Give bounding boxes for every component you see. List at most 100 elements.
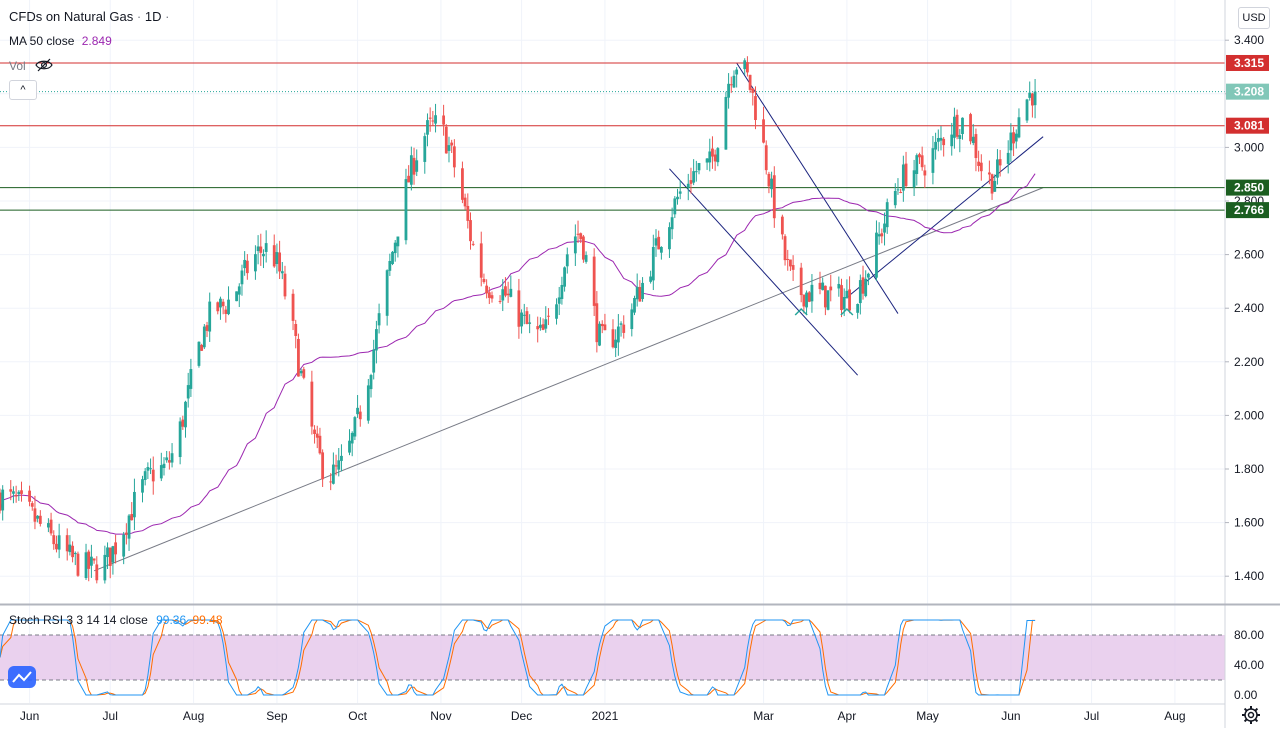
candle-body <box>227 299 230 315</box>
candle-body <box>842 297 846 310</box>
candle-body <box>544 319 548 329</box>
stoch-legend: Stoch RSI 3 3 14 14 close 99.36 99.48 <box>9 613 223 627</box>
candle-body <box>789 259 792 267</box>
candle-body <box>133 491 136 518</box>
candle-body <box>856 303 860 313</box>
candle-body <box>724 96 728 150</box>
candle-body <box>415 160 419 172</box>
candle-body <box>829 286 833 291</box>
candle-body <box>818 282 822 290</box>
candle-body <box>87 551 91 569</box>
candle-body <box>861 277 865 294</box>
candle-body <box>291 293 295 321</box>
candle-body <box>977 161 981 166</box>
candle-body <box>711 148 714 157</box>
candle-body <box>235 291 238 302</box>
candle-body <box>1033 91 1037 106</box>
price-label-box <box>1226 83 1269 100</box>
candle-body <box>727 83 730 98</box>
x-tick-label: Aug <box>1164 709 1185 723</box>
candle-body <box>931 148 935 173</box>
candle-body <box>202 326 206 348</box>
symbol-name: CFDs on Natural Gas <box>9 9 134 24</box>
candle-body <box>65 535 69 552</box>
settings-gear-icon[interactable] <box>1240 704 1262 726</box>
candle-body <box>186 385 190 399</box>
candle-body <box>582 236 585 260</box>
candle-body <box>791 265 795 270</box>
collapse-legend-button[interactable]: ^ <box>9 80 37 100</box>
candle-body <box>974 134 978 159</box>
candle-body <box>90 556 93 566</box>
ma-value: 2.849 <box>81 34 112 48</box>
y-tick-label: 2.600 <box>1234 248 1264 262</box>
grid <box>0 0 1225 703</box>
candle-body <box>1006 152 1010 164</box>
candle-body <box>875 232 878 278</box>
candle-body <box>38 515 42 524</box>
candle-body <box>181 419 185 427</box>
candle-body <box>299 370 303 374</box>
currency-button[interactable]: USD <box>1238 7 1270 29</box>
candle-body <box>240 270 244 285</box>
candle-body <box>237 286 241 295</box>
candle-body <box>216 302 220 312</box>
candle-body <box>294 323 298 336</box>
candle-body <box>245 260 249 274</box>
markers <box>794 307 854 316</box>
ma-legend: MA 50 close 2.849 <box>9 34 112 48</box>
candle-body <box>676 196 679 200</box>
trendlines <box>93 62 1044 572</box>
price-label-text: 2.766 <box>1234 203 1264 217</box>
eye-hidden-icon[interactable] <box>35 58 53 72</box>
candle-body <box>950 134 954 147</box>
candle-body <box>219 298 222 308</box>
candle-body <box>996 159 999 178</box>
candle-body <box>1028 92 1032 98</box>
candle-body <box>283 273 287 297</box>
candle-body <box>426 120 429 135</box>
stoch-k-value: 99.36 <box>156 613 187 627</box>
y-tick-label: 2.200 <box>1234 355 1264 369</box>
level-lines <box>0 62 1225 211</box>
candle-body <box>189 369 193 389</box>
candle-body <box>955 114 959 137</box>
stoch-band <box>0 635 1225 680</box>
candle-body <box>689 180 693 184</box>
candle-body <box>1017 117 1021 138</box>
candle-body <box>939 137 943 141</box>
candle-body <box>366 385 370 421</box>
candle-body <box>573 236 577 254</box>
candle-body <box>746 62 749 73</box>
candle-body <box>262 253 265 257</box>
candle-body <box>84 552 88 579</box>
candle-body <box>205 325 209 331</box>
long-trendline <box>93 187 1044 572</box>
candle-body <box>428 117 432 119</box>
candle-body <box>409 155 413 185</box>
candle-body <box>444 126 448 154</box>
candle-body <box>920 155 924 168</box>
candle-body <box>638 287 642 302</box>
y-tick-label: 3.000 <box>1234 140 1264 154</box>
candle-body <box>670 217 674 230</box>
candle-body <box>208 301 212 332</box>
candle-body <box>46 523 50 528</box>
candle-body <box>616 326 620 343</box>
candle-body <box>377 313 381 326</box>
candle-body <box>30 503 34 507</box>
candle-body <box>482 278 486 283</box>
candle-body <box>912 170 916 188</box>
candle-body <box>130 514 134 521</box>
interval-label: 1D <box>144 9 162 24</box>
candle-body <box>372 349 376 373</box>
candle-body <box>673 198 677 215</box>
candle-body <box>423 136 427 162</box>
candle-body <box>998 159 1002 166</box>
price-label-box <box>1226 202 1269 219</box>
symbol-legend: CFDs on Natural Gas · 1D · <box>9 9 169 24</box>
candle-body <box>149 468 152 470</box>
